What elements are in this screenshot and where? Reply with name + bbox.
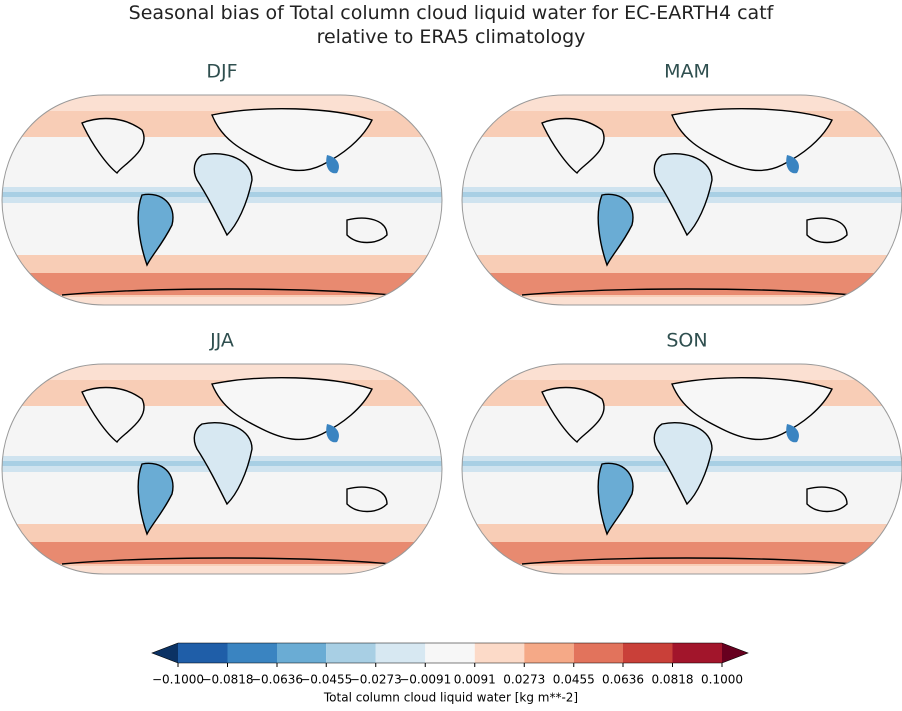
colorbar-extend-high bbox=[722, 643, 748, 663]
map bbox=[2, 364, 442, 574]
colorbar-segment bbox=[622, 643, 673, 663]
colorbar-segment bbox=[524, 643, 574, 663]
colorbar-extend-low bbox=[152, 643, 178, 663]
panel-title: DJF bbox=[206, 61, 237, 83]
colorbar-tick-label: 0.0636 bbox=[602, 673, 644, 687]
colorbar-segment bbox=[672, 643, 722, 663]
colorbar-tick-label: 0.0273 bbox=[503, 673, 545, 687]
colorbar-tick-label: −0.0818 bbox=[201, 673, 253, 687]
map bbox=[2, 95, 442, 305]
colorbar-tick-label: −0.1000 bbox=[152, 673, 204, 687]
colorbar-tick-label: 0.1000 bbox=[701, 673, 743, 687]
panel-title: MAM bbox=[664, 61, 710, 83]
colorbar-segment bbox=[425, 643, 475, 663]
colorbar: −0.1000−0.0818−0.0636−0.0455−0.0273−0.00… bbox=[151, 642, 749, 705]
colorbar-tick-label: 0.0455 bbox=[553, 673, 595, 687]
figure-title: Seasonal bias of Total column cloud liqu… bbox=[129, 2, 775, 48]
panels: DJF MAM JJA SON bbox=[2, 61, 902, 575]
colorbar-segment bbox=[573, 643, 623, 663]
colorbar-segment bbox=[326, 643, 376, 663]
map bbox=[462, 364, 902, 574]
colorbar-tick-label: −0.0636 bbox=[251, 673, 303, 687]
colorbar-segment bbox=[178, 643, 228, 663]
colorbar-segment bbox=[375, 643, 426, 663]
colorbar-tick-label: −0.0091 bbox=[399, 673, 451, 687]
colorbar-label: Total column cloud liquid water [kg m**-… bbox=[323, 691, 578, 705]
colorbar-tick-label: −0.0273 bbox=[350, 673, 402, 687]
colorbar-segment bbox=[474, 643, 525, 663]
map bbox=[462, 95, 902, 305]
panel-title: JJA bbox=[209, 330, 234, 352]
colorbar-tick-label: 0.0818 bbox=[651, 673, 693, 687]
colorbar-tick-label: −0.0455 bbox=[300, 673, 352, 687]
colorbar-segment bbox=[227, 643, 278, 663]
panel-title: SON bbox=[666, 330, 707, 352]
colorbar-tick-label: 0.0091 bbox=[454, 673, 496, 687]
colorbar-segment bbox=[277, 643, 327, 663]
